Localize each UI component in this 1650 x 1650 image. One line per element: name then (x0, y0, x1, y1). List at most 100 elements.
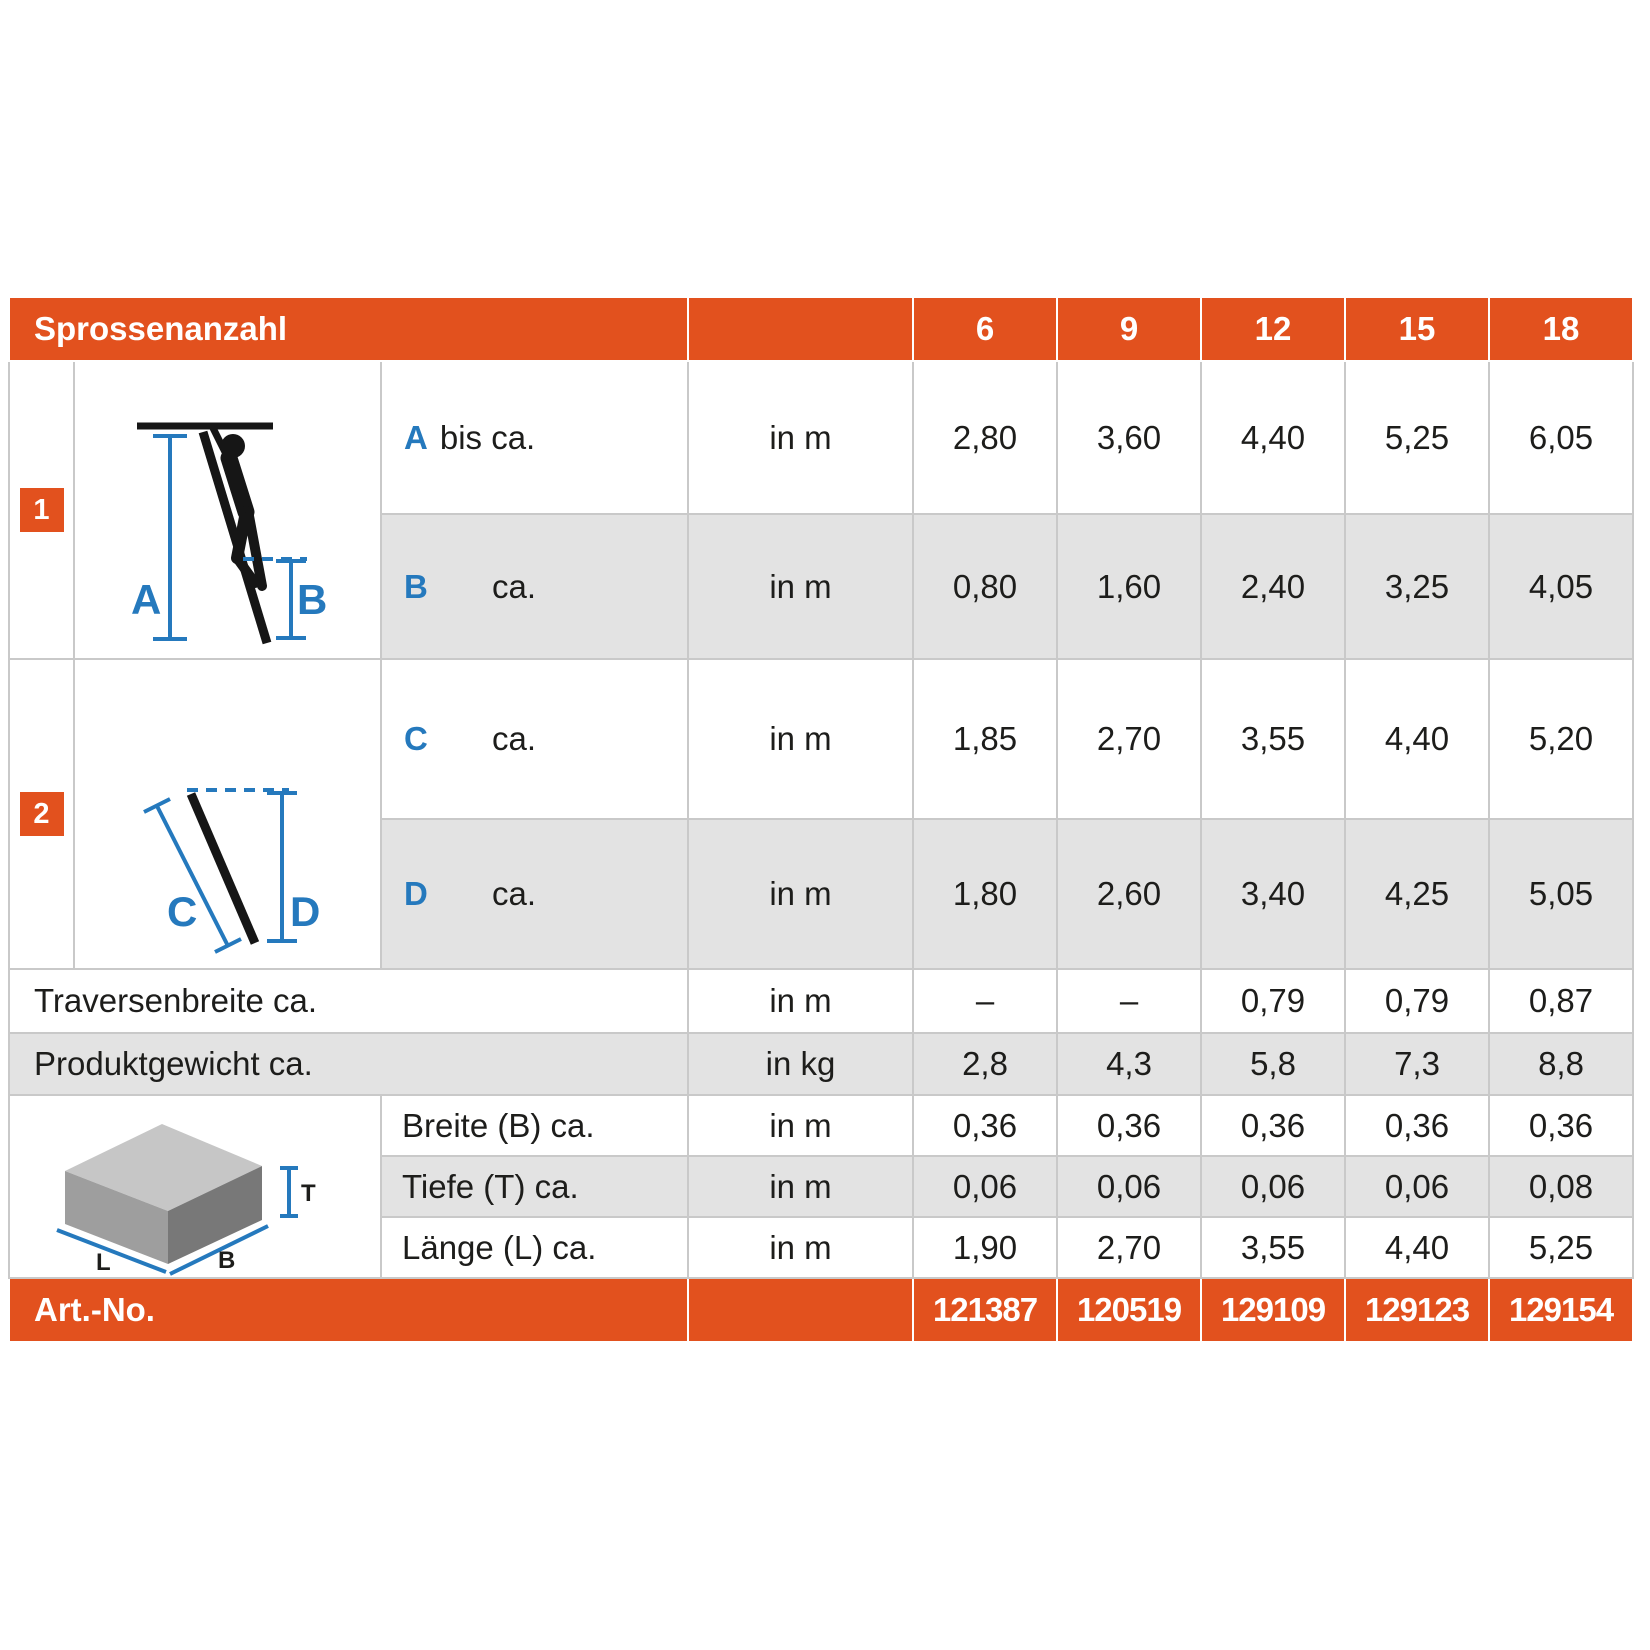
article-number: 129109 (1200, 1277, 1346, 1343)
value-cell: 4,25 (1344, 818, 1490, 970)
value-cell: 2,40 (1200, 513, 1346, 660)
row-produktgewicht-label: Produktgewicht ca. (8, 1032, 689, 1096)
unit-cell: in m (687, 513, 914, 660)
row-tiefe: Tiefe (T) ca. in m 0,06 0,06 0,06 0,06 0… (9, 1155, 1634, 1218)
value-cell: 3,25 (1344, 513, 1490, 660)
value-cell: 1,90 (912, 1216, 1058, 1279)
value-cell: 0,06 (1056, 1155, 1202, 1218)
value-cell: 3,55 (1200, 1216, 1346, 1279)
article-number-label: Art.-No. (8, 1277, 689, 1343)
row-tiefe-label: Tiefe (T) ca. (380, 1155, 689, 1218)
value-cell: 0,06 (1344, 1155, 1490, 1218)
row-breite-label: Breite (B) ca. (380, 1094, 689, 1157)
dimension-label-t: T (301, 1180, 316, 1207)
value-cell: 1,85 (912, 657, 1058, 821)
table-title: Sprossenanzahl (8, 296, 689, 362)
row-c-label-text: ca. (492, 720, 537, 758)
value-cell: 5,20 (1488, 657, 1634, 821)
dimension-label-c: C (167, 888, 197, 935)
row-a: 1 (8, 359, 1634, 660)
package-box-diagram-icon: T L B (56, 1124, 316, 1276)
dimension-letter-d: D (404, 875, 428, 913)
ladder-length-diagram-icon: C D (143, 788, 320, 954)
group-2-badge-cell: 2 (8, 658, 75, 970)
unit-cell: in m (687, 657, 914, 821)
row-b-label-text: ca. (492, 567, 537, 605)
value-cell: 6,05 (1488, 359, 1634, 516)
column-header-12: 12 (1200, 296, 1346, 362)
value-cell: 5,25 (1488, 1216, 1634, 1279)
dimension-label-a: A (131, 576, 161, 623)
row-a-label-text: bis ca. (439, 418, 536, 456)
row-produktgewicht: Produktgewicht ca. in kg 2,8 4,3 5,8 7,3… (8, 1032, 1634, 1096)
column-header-15: 15 (1344, 296, 1490, 362)
value-cell: 0,79 (1344, 968, 1490, 1034)
value-cell: 2,8 (912, 1032, 1058, 1096)
value-cell: 4,05 (1488, 513, 1634, 660)
value-cell: 0,36 (1200, 1094, 1346, 1157)
unit-cell: in m (687, 359, 914, 516)
header-empty-cell (687, 296, 914, 362)
row-c: 2 C D (8, 657, 1634, 970)
value-cell: 0,06 (912, 1155, 1058, 1218)
value-cell: – (912, 968, 1058, 1034)
package-diagram-cell: T L B (8, 1094, 382, 1279)
dimension-line-c (143, 797, 242, 954)
value-cell: 4,3 (1056, 1032, 1202, 1096)
dimension-letter-a: A (404, 418, 428, 456)
dimension-letter-c: C (404, 720, 428, 758)
dimension-label-d: D (290, 888, 320, 935)
column-header-9: 9 (1056, 296, 1202, 362)
value-cell: 0,79 (1200, 968, 1346, 1034)
unit-cell: in kg (687, 1032, 914, 1096)
column-header-6: 6 (912, 296, 1058, 362)
ladder-line (186, 792, 260, 945)
value-cell: 2,70 (1056, 1216, 1202, 1279)
row-traversenbreite: Traversenbreite ca. in m – – 0,79 0,79 0… (8, 968, 1634, 1034)
value-cell: 3,60 (1056, 359, 1202, 516)
box-right-face (168, 1166, 262, 1264)
ladder-spec-table: Sprossenanzahl 6 9 12 15 18 1 (8, 296, 1634, 1343)
value-cell: 5,25 (1344, 359, 1490, 516)
box-top-face (65, 1124, 262, 1211)
leaning-ladder-diagram-icon: A B (131, 422, 327, 645)
value-cell: 0,36 (1488, 1094, 1634, 1157)
value-cell: 0,36 (912, 1094, 1058, 1157)
article-number: 120519 (1056, 1277, 1202, 1343)
value-cell: 2,60 (1056, 818, 1202, 970)
ladder-user-figure-icon (208, 422, 267, 591)
unit-cell: in m (687, 968, 914, 1034)
value-cell: 0,06 (1200, 1155, 1346, 1218)
dimension-lines-l-b (56, 1224, 269, 1276)
value-cell: 3,55 (1200, 657, 1346, 821)
value-cell: 0,80 (912, 513, 1058, 660)
article-number: 129154 (1488, 1277, 1634, 1343)
value-cell: 1,80 (912, 818, 1058, 970)
unit-cell: in m (687, 1155, 914, 1218)
article-number: 129123 (1344, 1277, 1490, 1343)
group-1-badge: 1 (19, 488, 64, 532)
value-cell: 1,60 (1056, 513, 1202, 660)
unit-cell: in m (687, 1094, 914, 1157)
row-breite: T L B Breite (B) ca. in m 0,36 0,36 0,36… (8, 1094, 1634, 1279)
footer-empty-cell (687, 1277, 914, 1343)
value-cell: 0,36 (1344, 1094, 1490, 1157)
value-cell: 4,40 (1200, 359, 1346, 516)
article-number: 121387 (912, 1277, 1058, 1343)
row-d-label-text: ca. (492, 875, 537, 913)
value-cell: 0,08 (1488, 1155, 1634, 1218)
value-cell: 4,40 (1344, 1216, 1490, 1279)
unit-cell: in m (687, 818, 914, 970)
value-cell: 7,3 (1344, 1032, 1490, 1096)
dimension-line-d (267, 791, 297, 943)
ladder-diagram-2-cell: C D (73, 658, 382, 970)
value-cell: – (1056, 968, 1202, 1034)
value-cell: 2,70 (1056, 657, 1202, 821)
unit-cell: in m (687, 1216, 914, 1279)
